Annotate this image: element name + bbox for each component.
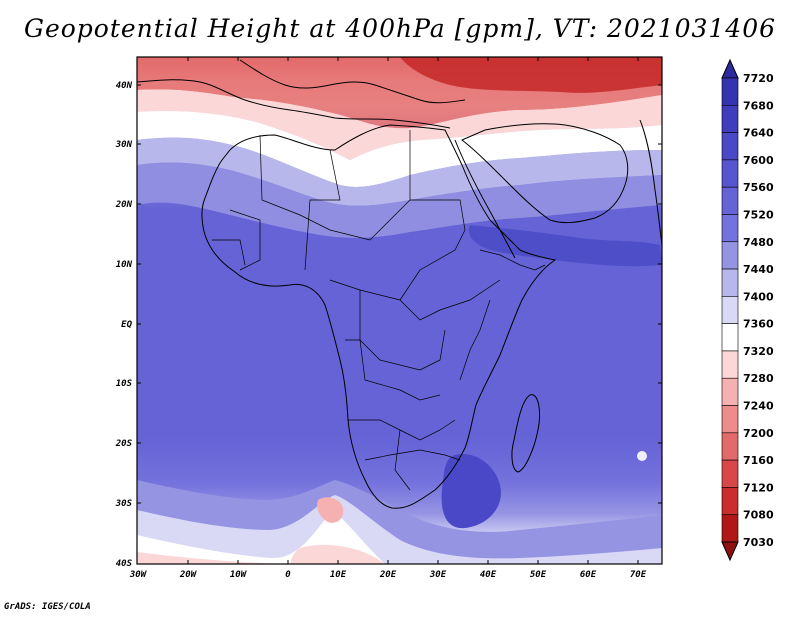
colorbar-swatch [721,323,739,352]
lat-label: 20N [115,200,133,210]
colorbar-swatch [721,514,739,543]
colorbar-level-label: 7160 [743,454,774,467]
lat-label: EQ [121,320,132,330]
colorbar-level-label: 7360 [743,318,774,331]
latitude-labels: 40N 30N 20N 10N EQ 10S 20S 30S 40S [115,81,133,569]
colorbar-level-label: 7720 [743,72,774,85]
colorbar-swatch [721,459,739,488]
coastlines [137,59,662,509]
colorbar-level-label: 7520 [743,208,774,221]
colorbar-swatch [721,268,739,297]
lon-label: 50E [530,570,547,580]
lat-label: 30N [115,140,133,150]
lon-label: 10W [230,570,248,580]
lat-ticks [137,84,662,504]
map-title: Geopotential Height at 400hPa [gpm], VT:… [23,14,777,43]
colorbar-level-label: 7480 [743,236,774,249]
lon-label: 10E [330,570,347,580]
colorbar-swatch [721,405,739,434]
lon-label: 30W [129,570,148,580]
borders [212,130,546,491]
lon-label: 40E [480,570,497,580]
colorbar-bottom-arrow [721,541,739,562]
colorbar-level-label: 7680 [743,99,774,112]
lon-ticks [187,57,639,564]
colorbar-swatch [721,159,739,188]
grads-credit: GrADS: IGES/COLA [4,602,91,612]
colorbar-swatch [721,350,739,379]
colorbar-level-label: 7640 [743,127,774,140]
colorbar-swatch [721,432,739,461]
colorbar-swatch [721,214,739,243]
colorbar-swatch [721,296,739,324]
colorbar-swatch [721,377,739,406]
lat-label: 40N [116,81,133,91]
colorbar-level-label: 7320 [743,345,774,358]
colorbar-top-arrow [721,58,739,79]
colorbar-swatch [721,77,739,106]
colorbar-level-label: 7440 [743,263,774,276]
colorbar: 7720 7680 7640 7600 7560 7520 7480 7440 7400 7360… [721,58,774,562]
colorbar-level-label: 7120 [743,481,774,494]
colorbar-level-label: 7240 [743,400,774,413]
colorbar-level-label: 7080 [743,509,774,522]
longitude-labels: 30W 20W 10W 0 10E 20E 30E 40E 50E 60E 70… [129,570,647,580]
lat-label: 30S [115,499,133,509]
lat-label: 10N [116,260,133,270]
lon-label: 70E [630,570,647,580]
lat-label: 40S [116,559,133,569]
colorbar-level-label: 7280 [743,372,774,385]
lon-label: 0 [285,570,291,580]
lon-label: 20W [179,570,198,580]
lon-label: 30E [429,570,447,580]
colorbar-swatch [721,104,739,133]
colorbar-swatch [721,132,739,161]
plot-frame [136,56,663,565]
lon-label: 60E [580,570,597,580]
height-field [137,57,662,564]
colorbar-level-label: 7030 [743,536,774,549]
colorbar-level-label: 7200 [743,427,774,440]
colorbar-level-label: 7600 [743,154,774,167]
colorbar-swatch [721,241,739,270]
colorbar-level-label: 7400 [743,290,774,303]
colorbar-swatch [721,487,739,516]
lat-label: 10S [116,379,133,389]
lon-label: 20E [379,570,397,580]
colorbar-level-label: 7560 [743,181,774,194]
lat-label: 20S [115,439,133,449]
colorbar-swatch [721,186,739,215]
